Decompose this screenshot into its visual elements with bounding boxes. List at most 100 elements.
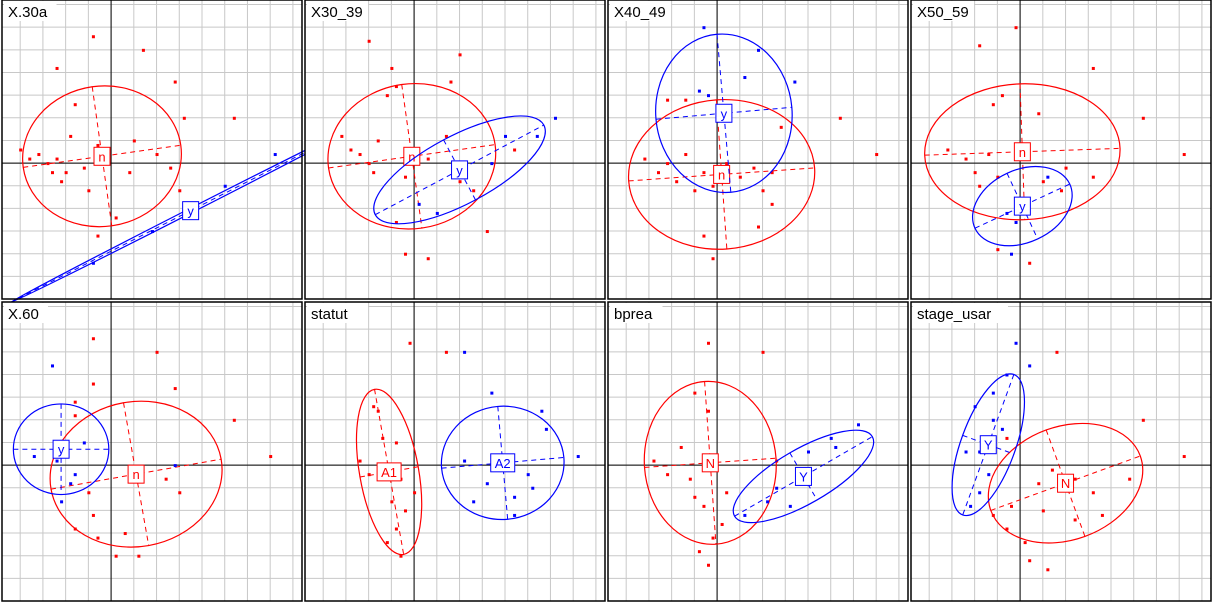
data-point (693, 189, 697, 193)
data-point (169, 166, 173, 170)
data-point (1005, 211, 1009, 215)
group-n: n (19, 35, 236, 238)
group-label: Y (984, 438, 993, 453)
panel-frame (1, 301, 303, 602)
group-label-box (713, 164, 731, 184)
panel-title-bg (913, 303, 1008, 323)
data-point (232, 116, 236, 120)
group-label: y (721, 106, 728, 121)
data-point (46, 162, 50, 166)
data-point (540, 409, 544, 413)
data-point (490, 391, 494, 395)
data-point (96, 143, 100, 147)
data-point (857, 423, 860, 427)
data-point (1055, 350, 1059, 354)
data-point (372, 171, 376, 175)
data-point (1028, 559, 1032, 563)
data-point (1005, 436, 1009, 440)
data-point (757, 48, 760, 52)
ellipse-major-axis (924, 147, 1121, 156)
data-point (707, 341, 710, 345)
data-point (829, 436, 833, 440)
data-point (340, 134, 344, 138)
data-point (114, 554, 118, 558)
data-point (946, 148, 950, 152)
group-Y: Y (951, 341, 1032, 517)
group-label-box (1013, 142, 1031, 162)
group-label-box (127, 464, 145, 484)
group-label-box (182, 201, 200, 221)
data-point (1010, 504, 1013, 508)
group-label: y (187, 204, 194, 219)
data-point (707, 409, 710, 413)
panel-title: X30_39 (311, 4, 363, 21)
data-point (91, 382, 95, 386)
data-point (64, 171, 68, 175)
data-point (707, 563, 710, 567)
data-point (964, 450, 968, 454)
data-point (1073, 477, 1077, 481)
data-point (223, 184, 227, 188)
data-point (707, 94, 710, 98)
data-point (554, 116, 557, 120)
data-point (1073, 518, 1077, 522)
data-point (688, 477, 692, 481)
data-point (996, 248, 1000, 252)
data-point (526, 473, 530, 477)
data-point (652, 459, 656, 463)
group-label: N (706, 456, 715, 471)
data-point (738, 175, 742, 179)
data-point (513, 495, 517, 499)
data-point (82, 441, 86, 445)
data-point (151, 230, 154, 234)
data-point (693, 391, 697, 395)
data-point (394, 220, 398, 224)
group-label-box (52, 439, 70, 459)
data-point (838, 116, 842, 120)
data-point (991, 418, 995, 422)
data-point (1023, 541, 1027, 545)
data-point (349, 148, 353, 152)
data-point (55, 157, 59, 161)
panel-title-bg (307, 1, 368, 21)
group-N: N (987, 350, 1186, 572)
data-point (269, 455, 273, 459)
data-point (490, 162, 494, 166)
data-point (1091, 66, 1095, 70)
data-point (60, 500, 64, 504)
data-point (1060, 189, 1063, 193)
data-point (1000, 427, 1004, 431)
panel-title-bg (610, 1, 671, 21)
ellipse-minor-axis (91, 86, 113, 226)
data-point (91, 513, 95, 517)
data-point (385, 94, 389, 98)
data-point (1010, 252, 1013, 256)
data-point (697, 89, 701, 93)
data-point (711, 184, 715, 188)
data-point (367, 473, 371, 477)
data-point (1100, 513, 1104, 517)
group-label: n (1019, 145, 1026, 160)
data-point (367, 162, 371, 166)
data-point (178, 491, 182, 495)
data-point (725, 491, 729, 495)
data-point (1182, 153, 1186, 157)
data-point (367, 39, 371, 43)
group-label-box (794, 466, 812, 486)
group-y: y (971, 165, 1073, 256)
data-point (91, 35, 95, 39)
data-point (399, 554, 403, 558)
data-point (178, 189, 182, 193)
panel-title-bg (4, 303, 48, 323)
data-point (87, 491, 91, 495)
panel-X40_49: n y X40_49 (607, 0, 909, 300)
panel-title: statut (311, 306, 349, 323)
data-point (472, 500, 476, 504)
data-point (444, 350, 448, 354)
group-Y: Y (732, 423, 875, 524)
group-label-box (979, 435, 997, 455)
group-n: n (49, 337, 273, 558)
data-point (964, 157, 968, 161)
data-point (711, 257, 715, 261)
